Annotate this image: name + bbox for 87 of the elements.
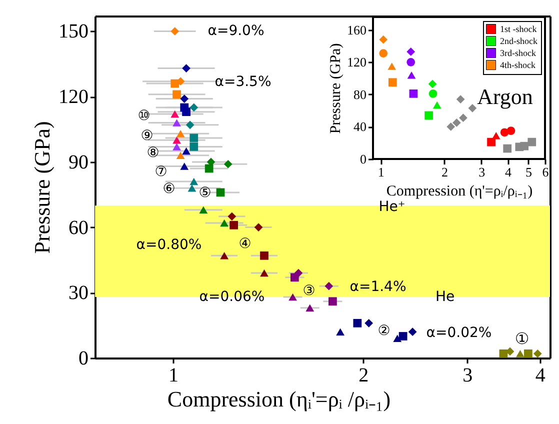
y-tick-label: 60 bbox=[68, 216, 88, 239]
point bbox=[190, 134, 198, 142]
point bbox=[393, 334, 402, 342]
y-axis-title: Pressure (GPa) bbox=[328, 43, 344, 134]
x-axis-title: Compression (ηᵢ'=ρᵢ /ρᵢ₋₁) bbox=[167, 386, 391, 412]
point bbox=[172, 143, 181, 150]
point bbox=[260, 251, 268, 260]
point bbox=[224, 160, 232, 168]
point bbox=[176, 130, 185, 138]
point bbox=[182, 147, 190, 155]
point bbox=[254, 223, 263, 232]
point bbox=[190, 103, 198, 112]
y-tick-label: 150 bbox=[58, 20, 88, 43]
x-tick-label: 1 bbox=[168, 364, 178, 386]
x-tick-label: 2 bbox=[441, 164, 448, 180]
point bbox=[170, 27, 180, 36]
y-tick-label: 160 bbox=[347, 22, 366, 38]
point bbox=[230, 220, 238, 230]
point bbox=[398, 332, 408, 340]
legend-label: 3rd-shock bbox=[500, 48, 536, 58]
point bbox=[176, 152, 185, 160]
x-tick-label: 3 bbox=[478, 164, 486, 180]
x-tick-label: 1 bbox=[378, 164, 384, 180]
point bbox=[353, 318, 362, 328]
annotation: α=0.80% bbox=[136, 237, 202, 253]
point bbox=[336, 328, 344, 336]
annotation: α=0.02% bbox=[426, 325, 492, 341]
point bbox=[288, 293, 297, 301]
point bbox=[172, 90, 181, 99]
annotation: ⑩ bbox=[138, 108, 150, 124]
x-tick-label: 3 bbox=[462, 364, 473, 386]
point bbox=[182, 108, 190, 116]
point bbox=[324, 282, 334, 290]
point bbox=[180, 162, 189, 170]
point bbox=[172, 136, 181, 144]
annotation: α=3.5% bbox=[214, 74, 272, 90]
point bbox=[172, 119, 181, 126]
point bbox=[260, 269, 268, 277]
point bbox=[180, 94, 189, 103]
annotation: ④ bbox=[238, 236, 252, 252]
legend-label: 1st -shock bbox=[500, 24, 538, 34]
y-tick-label: 0 bbox=[360, 152, 366, 166]
point bbox=[364, 318, 374, 328]
x-tick-label: 2 bbox=[358, 364, 369, 386]
x-tick-label: 6 bbox=[542, 164, 550, 180]
x-tick-label: 5 bbox=[526, 164, 532, 180]
point bbox=[328, 297, 337, 306]
legend-label: 4th-shock bbox=[500, 60, 536, 70]
point bbox=[186, 120, 194, 130]
point bbox=[188, 184, 196, 192]
y-tick-label: 90 bbox=[68, 151, 88, 174]
annotation: α=1.4% bbox=[350, 279, 406, 295]
point bbox=[220, 219, 228, 227]
x-tick-label: 4 bbox=[535, 364, 546, 386]
y-tick-label: 30 bbox=[68, 282, 88, 304]
annotation: ⑤ bbox=[198, 185, 212, 201]
point bbox=[199, 206, 208, 214]
point bbox=[306, 304, 314, 312]
point bbox=[190, 142, 198, 151]
x-axis-title: Compression (η'=ρᵢ/ρᵢ₋₁) bbox=[386, 184, 533, 200]
annotation: ② bbox=[378, 323, 390, 339]
y-tick-label: 120 bbox=[347, 54, 366, 70]
point bbox=[170, 110, 180, 118]
y-tick-label: 0 bbox=[78, 348, 88, 370]
annotation: ⑨ bbox=[140, 128, 154, 144]
y-tick-label: 120 bbox=[58, 86, 88, 108]
point bbox=[182, 64, 190, 72]
point bbox=[408, 328, 417, 336]
point bbox=[228, 212, 236, 221]
y-axis-title: Pressure (GPa) bbox=[30, 121, 54, 254]
point bbox=[170, 79, 180, 88]
point bbox=[190, 178, 198, 186]
point bbox=[216, 188, 225, 197]
point bbox=[290, 273, 299, 282]
annotation: ③ bbox=[302, 283, 316, 299]
annotation: Argon bbox=[477, 84, 533, 109]
annotation: ⑥ bbox=[162, 181, 176, 197]
legend-label: 2nd-shock bbox=[500, 36, 538, 46]
annotation: ⑦ bbox=[154, 164, 168, 180]
point bbox=[220, 252, 228, 260]
y-tick-label: 80 bbox=[354, 86, 366, 102]
x-tick-label: 4 bbox=[505, 164, 512, 180]
annotation: ⑧ bbox=[146, 145, 160, 161]
point bbox=[204, 164, 214, 173]
annotation: α=9.0% bbox=[208, 23, 264, 39]
annotation: ① bbox=[514, 329, 530, 348]
y-tick-label: 40 bbox=[354, 119, 366, 134]
